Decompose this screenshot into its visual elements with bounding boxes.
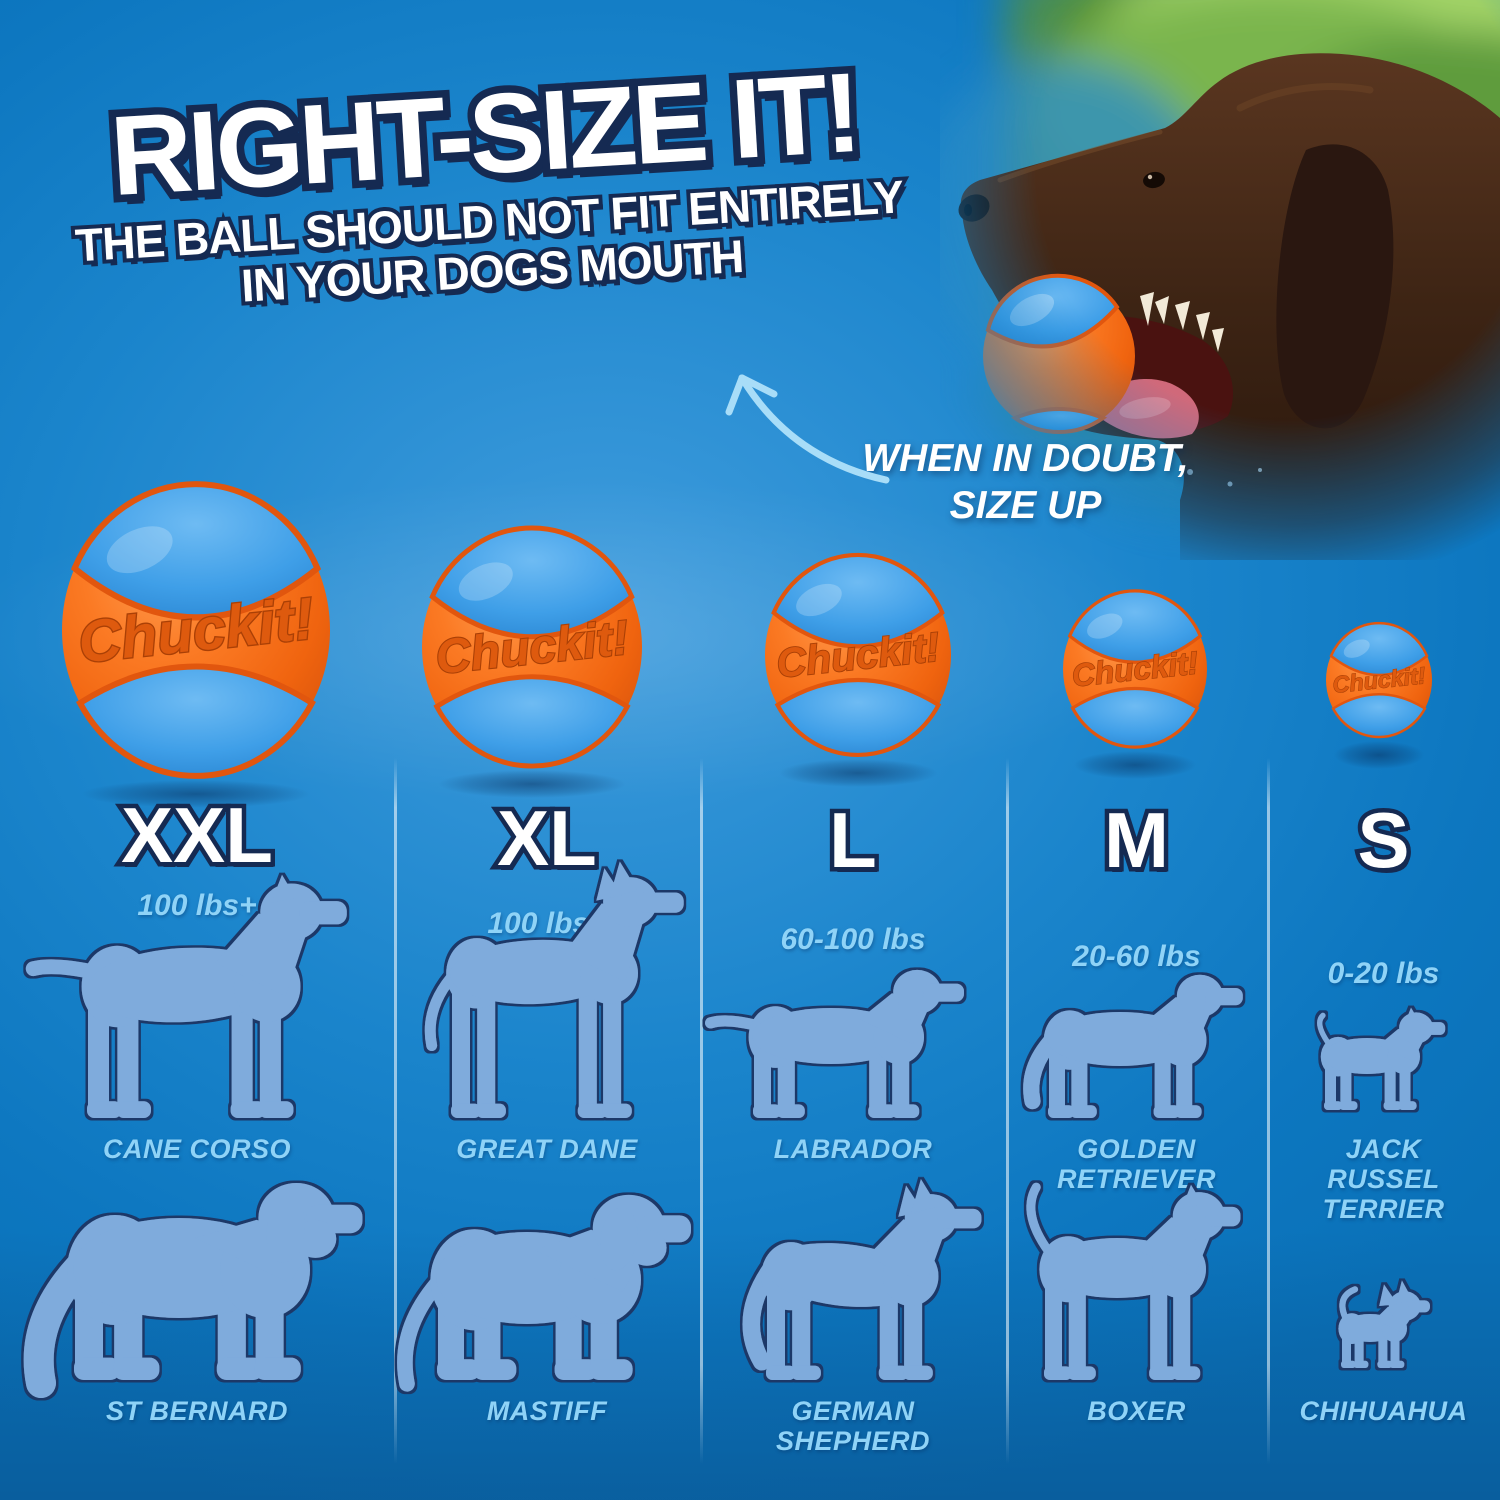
- size-column-xxl: XXL 100 lbs+ CANE CORSO ST BERNARD: [0, 0, 394, 1500]
- size-column-l: L 60-100 lbs LABRADOR GERMAN SHEPHERD: [700, 0, 1006, 1500]
- column-divider: [700, 758, 703, 1464]
- teeth: [1140, 292, 1224, 352]
- weight-range-label: 100 lbs+: [137, 889, 257, 922]
- dog-silhouette-golden-retriever: [1023, 974, 1243, 1118]
- breed-label-bottom: CHIHUAHUA: [1299, 1396, 1468, 1426]
- ball-in-mouth: [983, 273, 1135, 434]
- breed-label-bottom: BOXER: [1087, 1396, 1186, 1426]
- size-label: XL: [394, 799, 700, 877]
- dog-silhouette-st-bernard: [23, 1183, 363, 1398]
- size-column-s: S 0-20 lbs JACK RUSSEL TERRIER CHIHUAHUA: [1267, 0, 1500, 1500]
- hint-line1: WHEN IN DOUBT,: [862, 437, 1189, 480]
- dog-photo: [940, 0, 1500, 560]
- dog-silhouette-german-shepherd: [742, 1179, 982, 1380]
- breed-label-top: GREAT DANE: [456, 1134, 638, 1164]
- dog-silhouette-chihuahua: [1338, 1280, 1430, 1368]
- breed-label-top: CANE CORSO: [102, 1134, 291, 1164]
- breed-label-top: JACK RUSSEL TERRIER: [1322, 1134, 1445, 1225]
- dog-silhouette-boxer: [1026, 1182, 1241, 1380]
- hint-line2: SIZE UP: [949, 483, 1102, 527]
- column-divider: [1267, 758, 1270, 1464]
- curved-arrow-icon: [725, 374, 890, 484]
- size-column-xl: XL 100 lbs+ GREAT DANE MASTIFF: [394, 0, 700, 1500]
- dog-silhouette-cane-corso: [25, 874, 347, 1118]
- weight-range-label: 20-60 lbs: [1072, 940, 1201, 973]
- column-divider: [394, 758, 397, 1464]
- dog-head: [960, 53, 1500, 560]
- dog-face-details: [958, 171, 1262, 487]
- size-column-m: M 20-60 lbs GOLDEN RETRIEVER BOXER: [1006, 0, 1267, 1500]
- hint-text: WHEN IN DOUBT, SIZE UP: [818, 436, 1233, 530]
- size-label: M: [1006, 801, 1267, 879]
- size-label: XXL: [0, 796, 394, 874]
- dog-silhouette-labrador: [705, 969, 964, 1118]
- breed-label-bottom: ST BERNARD: [105, 1396, 288, 1426]
- dog-silhouette-great-dane: [424, 861, 684, 1118]
- dog-silhouette-mastiff: [397, 1194, 691, 1392]
- weight-range-label: 0-20 lbs: [1327, 957, 1440, 990]
- dog-silhouette-jack-russel-terrier: [1317, 1007, 1446, 1110]
- weight-range-label: 60-100 lbs: [780, 923, 926, 956]
- breed-label-bottom: GERMAN SHEPHERD: [775, 1396, 931, 1457]
- breed-label-top: GOLDEN RETRIEVER: [1056, 1134, 1217, 1195]
- size-label: L: [700, 801, 1006, 879]
- size-label: S: [1267, 801, 1500, 879]
- column-divider: [1006, 758, 1009, 1464]
- breed-label-top: LABRADOR: [773, 1134, 933, 1164]
- breed-label-bottom: MASTIFF: [486, 1396, 608, 1426]
